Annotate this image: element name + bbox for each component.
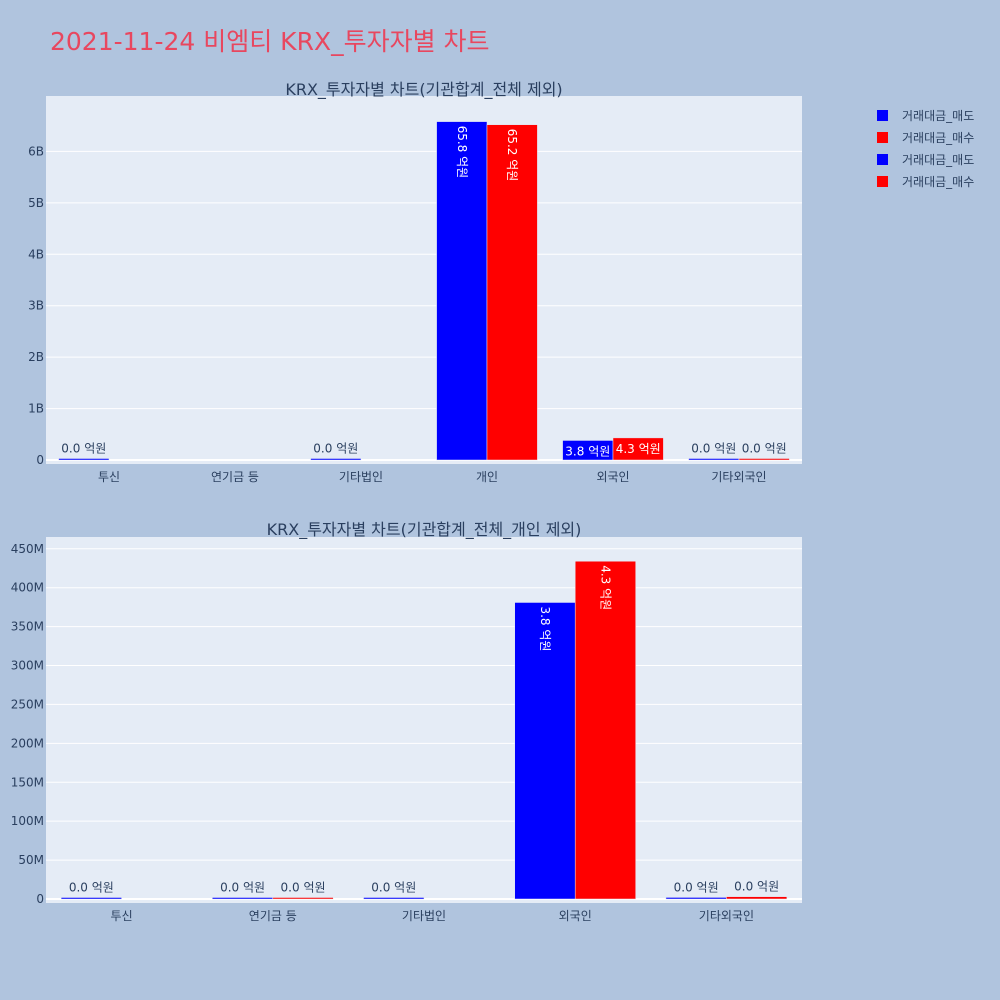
x-tick-label: 투신 [98,470,120,484]
y-tick-label: 250M [11,697,44,711]
data-label: 4.3 억원 [598,565,612,610]
x-tick-label: 외국인 [559,909,592,923]
x-tick-label: 기타법인 [402,909,446,923]
y-tick-label: 300M [11,659,44,673]
legend-swatch[interactable] [877,154,888,165]
data-label: 65.2 억원 [505,129,519,182]
plot-area [46,537,802,903]
x-tick-label: 투신 [111,909,133,923]
y-tick-label: 400M [11,581,44,595]
data-label: 0.0 억원 [313,442,358,456]
legend-swatch[interactable] [877,110,888,121]
y-tick-label: 1B [28,402,44,416]
bar-sell[interactable] [688,458,740,461]
y-tick-label: 150M [11,775,44,789]
y-tick-label: 0 [36,892,44,906]
bar-sell[interactable] [58,458,110,461]
data-label: 0.0 억원 [691,442,736,456]
x-tick-label: 기타외국인 [699,909,754,923]
chart-top: KRX_투자자별 차트(기관합계_전체 제외) 0 1B 2B 3B 4B 5B 6B 투신 0.… [28,80,802,484]
y-tick-label: 6B [28,144,44,158]
y-tick-label: 350M [11,620,44,634]
bar-buy[interactable] [738,458,790,461]
x-tick-label: 개인 [476,470,498,484]
bar-sell[interactable] [514,602,576,900]
page-title: 2021-11-24 비엠티 KRX_투자자별 차트 [50,27,490,56]
legend-swatch[interactable] [877,176,888,187]
bar-sell[interactable] [665,897,727,900]
legend-label[interactable]: 거래대금_매수 [902,175,974,189]
bar-buy[interactable] [726,896,788,900]
y-tick-label: 5B [28,196,44,210]
x-tick-label: 기타법인 [339,470,383,484]
bar-sell[interactable] [212,897,274,900]
data-label: 0.0 억원 [220,881,265,895]
legend-label[interactable]: 거래대금_매도 [902,109,974,123]
data-label: 3.8 억원 [538,606,552,651]
bar-sell[interactable] [60,897,122,900]
x-tick-label: 외국인 [596,470,629,484]
bar-buy[interactable] [272,897,334,900]
y-tick-label: 4B [28,247,44,261]
legend-swatch[interactable] [877,132,888,143]
data-label: 0.0 억원 [674,880,719,894]
y-tick-label: 450M [11,542,44,556]
chart-title: KRX_투자자별 차트(기관합계_전체_개인 제외) [267,520,582,540]
y-tick-label: 50M [18,853,44,867]
legend-label[interactable]: 거래대금_매수 [902,131,974,145]
bar-sell[interactable] [436,121,488,461]
y-tick-label: 3B [28,299,44,313]
data-label: 0.0 억원 [742,442,787,456]
x-tick-label: 연기금 등 [249,909,297,923]
data-label: 0.0 억원 [734,880,779,894]
chart-bottom: KRX_투자자별 차트(기관합계_전체_개인 제외) 0 50M 100M 150M 20… [11,520,802,923]
data-label: 65.8 억원 [455,126,469,179]
chart-title: KRX_투자자별 차트(기관합계_전체 제외) [285,80,562,100]
bar-sell[interactable] [363,897,425,900]
y-tick-label: 2B [28,350,44,364]
bar-buy[interactable] [486,124,538,461]
bar-sell[interactable] [310,458,362,461]
x-tick-label: 연기금 등 [211,470,259,484]
bar-buy[interactable] [574,560,636,900]
y-tick-label: 0 [36,453,44,467]
bar-buy[interactable] [612,437,664,461]
data-label: 0.0 억원 [69,881,114,895]
data-label: 0.0 억원 [371,881,416,895]
y-tick-label: 100M [11,814,44,828]
y-tick-label: 200M [11,736,44,750]
data-label: 3.8 억원 [565,444,610,458]
plot-area [46,96,802,464]
data-label: 4.3 억원 [616,442,661,456]
data-label: 0.0 억원 [61,442,106,456]
legend-label[interactable]: 거래대금_매도 [902,153,974,167]
x-tick-label: 기타외국인 [711,470,766,484]
data-label: 0.0 억원 [281,881,326,895]
